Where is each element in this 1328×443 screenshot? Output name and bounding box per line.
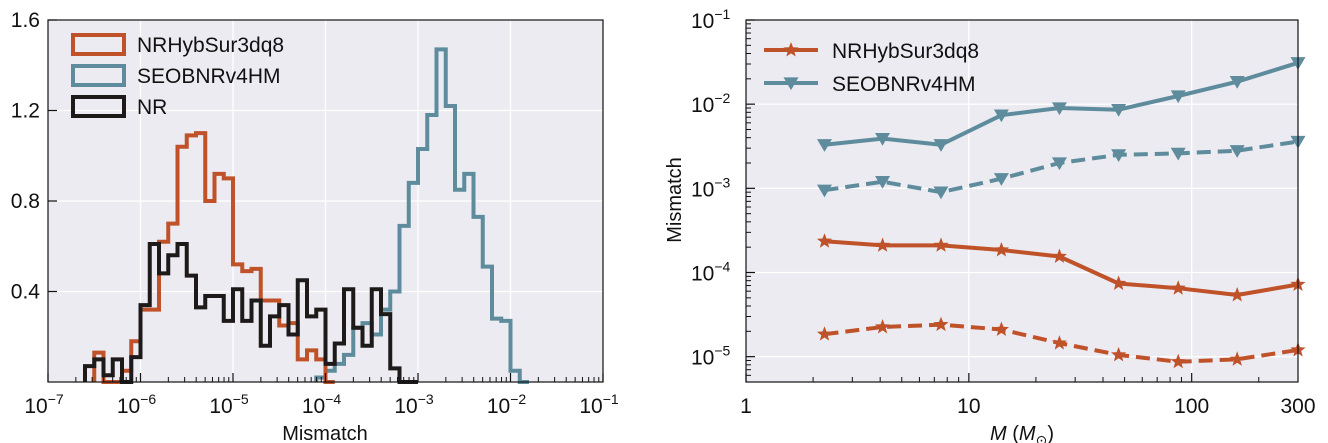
marker-star [933, 237, 949, 252]
right-y-axis-label: Mismatch [664, 157, 686, 243]
left-x-tick-label: 10−1 [579, 391, 619, 418]
right-x-tick-label: 100 [1174, 395, 1209, 418]
left-histogram-panel: 10−7 10−6 10−5 10−4 10−3 10−2 10−1 0.4 0.8 1.2 1.6… [11, 9, 619, 443]
marker-triangle-down [1051, 102, 1067, 116]
marker-triangle-down [1229, 76, 1245, 89]
left-x-tick-label: 10−7 [24, 391, 64, 418]
left-legend: NRHybSur3dq8 SEOBNRv4HM NR [71, 33, 284, 119]
legend-marker-star [783, 42, 799, 57]
marker-star [874, 319, 891, 334]
marker-star [993, 242, 1009, 257]
left-x-axis-label: Mismatch [282, 423, 368, 443]
right-x-tick-label: 300 [1280, 395, 1315, 418]
marker-triangle-down [816, 139, 832, 152]
marker-star [933, 316, 949, 332]
marker-star [1111, 346, 1127, 362]
marker-triangle-down [875, 132, 891, 146]
left-x-tick-label: 10−2 [487, 391, 527, 418]
marker-star [816, 326, 833, 341]
marker-star [1229, 351, 1245, 366]
legend-label-nrhybsur3dq8: NRHybSur3dq8 [137, 34, 284, 57]
left-y-tick-label: 0.8 [11, 190, 40, 213]
right-legend: NRHybSur3dq8 SEOBNRv4HM [764, 40, 979, 96]
right-y-tick-label: 10−5 [691, 343, 731, 370]
right-y-tick-label: 10−2 [691, 90, 731, 117]
marker-star [1229, 287, 1245, 302]
histogram-seobnrv4hm [314, 47, 529, 384]
legend-swatch-seobnrv4hm [71, 64, 126, 87]
left-x-tick-label: 10−4 [302, 391, 342, 418]
right-y-tick-label: 10−1 [691, 6, 731, 33]
marker-triangle-down [933, 186, 949, 200]
right-x-axis-label: M (M⊙) [990, 423, 1054, 443]
right-x-tick-label: 1 [740, 395, 752, 418]
marker-triangle-down [816, 184, 832, 198]
marker-triangle-down [933, 139, 949, 152]
histogram-nr [83, 241, 418, 384]
left-x-tick-label: 10−3 [394, 391, 434, 418]
legend-label-nrhybsur3dq8: NRHybSur3dq8 [832, 40, 979, 63]
left-y-tick-label: 0.4 [11, 281, 41, 304]
marker-star [816, 233, 833, 248]
marker-star [1051, 248, 1067, 263]
right-y-tick-label: 10−3 [691, 174, 731, 201]
marker-star [1170, 280, 1186, 295]
left-y-tick-label: 1.2 [11, 100, 40, 123]
marker-triangle-down [1111, 149, 1127, 162]
right-plot-area [746, 20, 1298, 382]
right-y-tick-label: 10−4 [691, 258, 731, 285]
left-x-tick-label: 10−6 [117, 391, 157, 418]
marker-star [1170, 353, 1186, 369]
marker-triangle-down [993, 109, 1009, 123]
marker-triangle-down [993, 173, 1009, 186]
right-x-tick-label: 10 [957, 395, 980, 418]
legend-swatch-nr [71, 95, 126, 118]
marker-star [1051, 335, 1067, 350]
legend-label-seobnrv4hm: SEOBNRv4HM [137, 65, 281, 88]
marker-triangle-down [1170, 147, 1186, 161]
legend-label-nr: NR [137, 96, 167, 119]
marker-triangle-down [1051, 157, 1067, 171]
left-x-tick-label: 10−5 [209, 391, 249, 418]
legend-swatch-nrhybsur3dq8 [71, 33, 126, 56]
marker-star [874, 237, 891, 252]
legend-marker-triangle-down [783, 77, 799, 91]
marker-triangle-down [875, 176, 891, 189]
right-line-panel: 1 10 100 300 10−5 10−4 10−3 10−2 10−1 Mismatch M… [664, 6, 1316, 443]
marker-triangle-down [1229, 145, 1245, 158]
marker-star [993, 321, 1009, 336]
marker-star [1111, 275, 1127, 290]
marker-triangle-down [1170, 90, 1186, 104]
legend-label-seobnrv4hm: SEOBNRv4HM [832, 73, 976, 96]
left-y-tick-label: 1.6 [11, 9, 40, 32]
marker-triangle-down [1111, 104, 1127, 117]
